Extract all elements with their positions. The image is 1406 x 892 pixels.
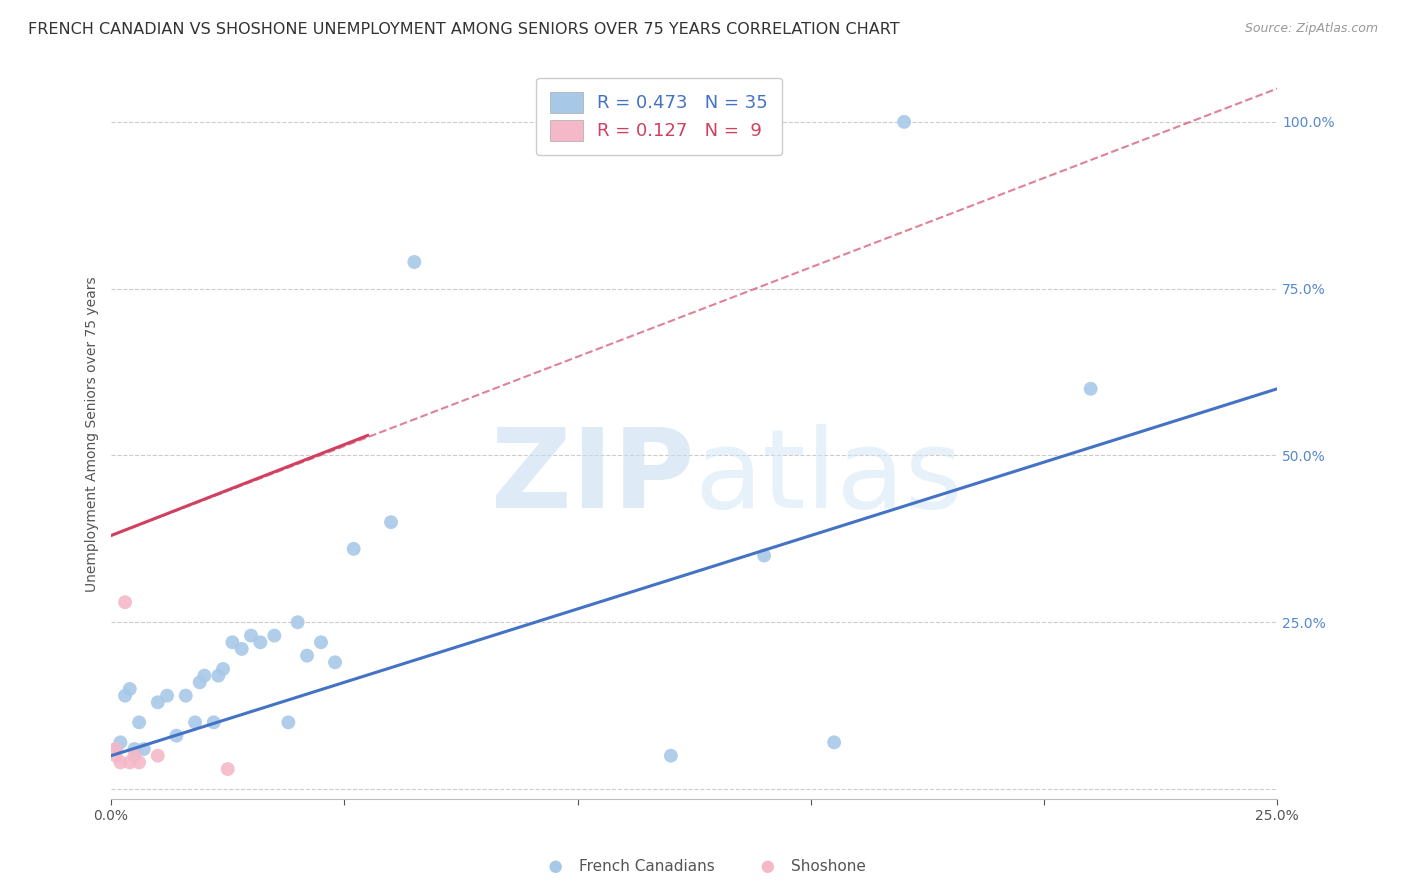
Point xyxy=(404,255,426,269)
Point xyxy=(132,742,155,756)
Point xyxy=(263,629,285,643)
Point xyxy=(110,735,132,749)
Point xyxy=(110,756,132,770)
Point xyxy=(128,756,150,770)
Point xyxy=(287,615,309,630)
Point xyxy=(217,762,239,776)
Point xyxy=(249,635,271,649)
Point xyxy=(128,715,150,730)
Text: atlas: atlas xyxy=(695,424,963,531)
Point xyxy=(823,735,845,749)
Point xyxy=(380,515,402,529)
Point xyxy=(193,668,215,682)
Point xyxy=(309,635,332,649)
Point xyxy=(295,648,318,663)
Point xyxy=(114,595,136,609)
Point xyxy=(156,689,179,703)
Point xyxy=(231,642,253,657)
Legend: R = 0.473   N = 35, R = 0.127   N =  9: R = 0.473 N = 35, R = 0.127 N = 9 xyxy=(536,78,783,155)
Point xyxy=(104,748,127,763)
Point xyxy=(114,689,136,703)
Legend: French Canadians, Shoshone: French Canadians, Shoshone xyxy=(534,853,872,880)
Point xyxy=(146,748,169,763)
Point xyxy=(212,662,235,676)
Point xyxy=(207,668,229,682)
Point xyxy=(146,695,169,709)
Point xyxy=(1080,382,1102,396)
Point xyxy=(188,675,211,690)
Point xyxy=(343,541,366,556)
Point xyxy=(124,742,146,756)
Point xyxy=(184,715,207,730)
Point xyxy=(104,742,127,756)
Point xyxy=(165,729,187,743)
Point xyxy=(277,715,299,730)
Point xyxy=(221,635,243,649)
Y-axis label: Unemployment Among Seniors over 75 years: Unemployment Among Seniors over 75 years xyxy=(86,276,100,591)
Point xyxy=(893,115,915,129)
Point xyxy=(174,689,197,703)
Text: Source: ZipAtlas.com: Source: ZipAtlas.com xyxy=(1244,22,1378,36)
Point xyxy=(118,681,141,696)
Text: FRENCH CANADIAN VS SHOSHONE UNEMPLOYMENT AMONG SENIORS OVER 75 YEARS CORRELATION: FRENCH CANADIAN VS SHOSHONE UNEMPLOYMENT… xyxy=(28,22,900,37)
Point xyxy=(659,748,682,763)
Point xyxy=(104,742,127,756)
Point xyxy=(752,549,775,563)
Point xyxy=(202,715,225,730)
Point xyxy=(240,629,263,643)
Text: ZIP: ZIP xyxy=(491,424,695,531)
Point xyxy=(323,655,346,669)
Point xyxy=(118,756,141,770)
Point xyxy=(124,748,146,763)
